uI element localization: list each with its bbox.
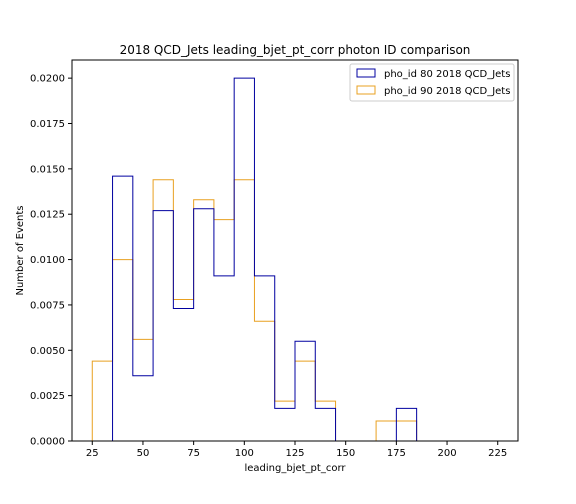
x-tick-label: 125: [285, 448, 304, 459]
y-tick-label: 0.0200: [30, 74, 65, 85]
x-axis: 25 50 75 100 125 150 175 200 225: [86, 441, 507, 459]
y-tick-label: 0.0175: [30, 119, 65, 130]
histogram-series-1: [92, 77, 498, 442]
y-tick-label: 0.0100: [30, 255, 65, 266]
x-tick-label: 50: [137, 448, 150, 459]
legend-swatch-series-1: [356, 68, 376, 78]
y-axis: 0.0000 0.0025 0.0050 0.0075 0.0100 0.0125 0.01…: [30, 74, 72, 448]
x-tick-label: 200: [437, 448, 456, 459]
plot-series: [91, 77, 498, 442]
y-tick-label: 0.0150: [30, 164, 65, 175]
legend-swatch-series-2: [356, 85, 376, 95]
x-tick-label: 75: [187, 448, 200, 459]
y-tick-label: 0.0075: [30, 300, 65, 311]
y-tick-label: 0.0125: [30, 210, 65, 221]
x-tick-label: 100: [235, 448, 254, 459]
x-tick-label: 175: [387, 448, 406, 459]
legend: pho_id 80 2018 QCD_Jets pho_id 90 2018 Q…: [349, 63, 515, 102]
legend-box: [349, 63, 515, 102]
legend-label-series-1: pho_id 80 2018 QCD_Jets: [384, 69, 510, 80]
histogram-series-2: [91, 179, 498, 442]
legend-label-series-2: pho_id 90 2018 QCD_Jets: [384, 86, 510, 97]
x-tick-label: 225: [488, 448, 507, 459]
x-axis-label: leading_bjet_pt_corr: [244, 463, 346, 474]
y-tick-label: 0.0025: [30, 391, 65, 402]
y-tick-label: 0.0000: [30, 437, 65, 448]
x-tick-label: 150: [336, 448, 355, 459]
y-axis-label: Number of Events: [15, 205, 26, 295]
chart-title: 2018 QCD_Jets leading_bjet_pt_corr photo…: [120, 43, 471, 57]
x-tick-label: 25: [86, 448, 99, 459]
y-tick-label: 0.0050: [30, 346, 65, 357]
